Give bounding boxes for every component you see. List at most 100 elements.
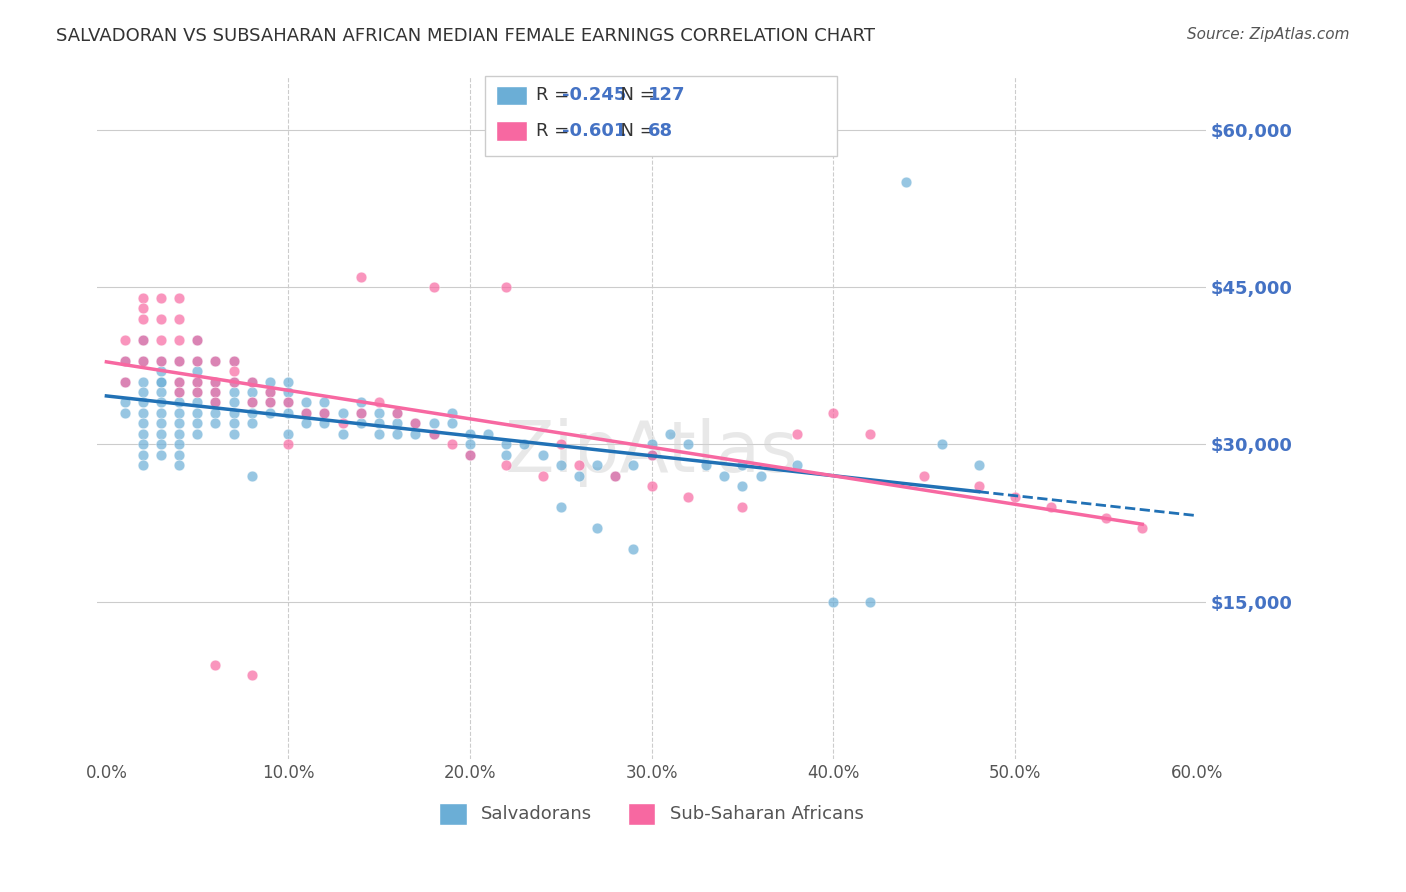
Point: [114, 406, 136, 420]
Point: [605, 469, 627, 483]
Point: [404, 417, 426, 431]
Point: [550, 458, 572, 473]
Point: [586, 521, 609, 535]
Point: [531, 448, 554, 462]
Point: [167, 417, 190, 431]
Point: [385, 426, 408, 441]
Point: [495, 448, 517, 462]
Point: [240, 395, 263, 409]
Point: [222, 395, 245, 409]
Point: [132, 448, 155, 462]
Point: [823, 595, 845, 609]
Point: [676, 437, 699, 451]
Point: [786, 458, 808, 473]
Text: Source: ZipAtlas.com: Source: ZipAtlas.com: [1187, 27, 1350, 42]
Point: [240, 375, 263, 389]
Point: [640, 437, 662, 451]
Point: [204, 375, 226, 389]
Point: [167, 458, 190, 473]
Point: [786, 426, 808, 441]
Point: [222, 426, 245, 441]
Point: [495, 458, 517, 473]
Point: [167, 406, 190, 420]
Text: 127: 127: [648, 87, 686, 104]
Point: [114, 375, 136, 389]
Point: [1130, 521, 1153, 535]
Point: [204, 375, 226, 389]
Point: [222, 406, 245, 420]
Point: [114, 353, 136, 368]
Point: [149, 417, 172, 431]
Point: [259, 395, 281, 409]
Point: [114, 395, 136, 409]
Point: [295, 417, 318, 431]
Legend: Salvadorans, Sub-Saharan Africans: Salvadorans, Sub-Saharan Africans: [432, 796, 870, 831]
Point: [204, 406, 226, 420]
Point: [859, 595, 882, 609]
Point: [568, 469, 591, 483]
Point: [186, 375, 208, 389]
Point: [894, 175, 917, 189]
Point: [240, 469, 263, 483]
Point: [422, 417, 444, 431]
Point: [149, 448, 172, 462]
Point: [132, 437, 155, 451]
Point: [167, 291, 190, 305]
Text: N =: N =: [609, 87, 661, 104]
Point: [440, 417, 463, 431]
Point: [114, 333, 136, 347]
Point: [186, 375, 208, 389]
Point: [422, 280, 444, 294]
Point: [167, 353, 190, 368]
Point: [186, 333, 208, 347]
Point: [422, 426, 444, 441]
Text: -0.601: -0.601: [562, 122, 627, 140]
Point: [368, 417, 391, 431]
Point: [186, 395, 208, 409]
Text: ZipAtlas: ZipAtlas: [505, 417, 799, 487]
Point: [1095, 511, 1118, 525]
Point: [332, 417, 354, 431]
Point: [149, 406, 172, 420]
Point: [368, 426, 391, 441]
Point: [440, 437, 463, 451]
Point: [350, 417, 373, 431]
Point: [259, 384, 281, 399]
Point: [385, 406, 408, 420]
Point: [240, 668, 263, 682]
Point: [277, 384, 299, 399]
Point: [277, 426, 299, 441]
Point: [149, 437, 172, 451]
Point: [149, 426, 172, 441]
Point: [167, 448, 190, 462]
Point: [186, 417, 208, 431]
Point: [277, 406, 299, 420]
Point: [167, 375, 190, 389]
Point: [167, 333, 190, 347]
Point: [621, 542, 644, 557]
Point: [823, 406, 845, 420]
Point: [350, 395, 373, 409]
Point: [132, 353, 155, 368]
Point: [204, 384, 226, 399]
Point: [204, 657, 226, 672]
Point: [132, 311, 155, 326]
Point: [495, 280, 517, 294]
Point: [404, 426, 426, 441]
Point: [222, 417, 245, 431]
Point: [149, 353, 172, 368]
Point: [912, 469, 935, 483]
Point: [477, 426, 499, 441]
Point: [222, 375, 245, 389]
Point: [422, 426, 444, 441]
Point: [350, 269, 373, 284]
Point: [167, 375, 190, 389]
Point: [259, 406, 281, 420]
Point: [640, 448, 662, 462]
Point: [240, 375, 263, 389]
Point: [132, 426, 155, 441]
Point: [295, 406, 318, 420]
Point: [186, 426, 208, 441]
Point: [132, 333, 155, 347]
Point: [350, 406, 373, 420]
